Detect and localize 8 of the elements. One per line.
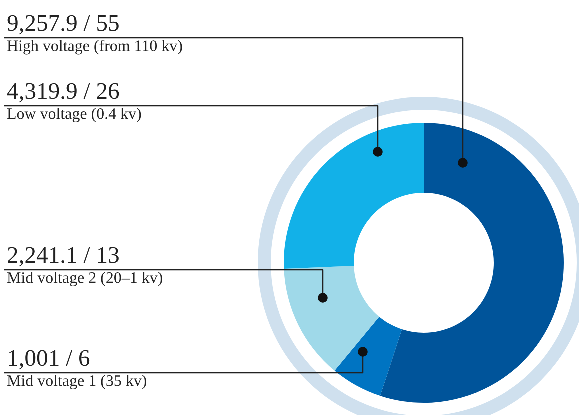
data-label: 1,001 / 6 [9, 350, 90, 370]
data-label: 2,241.1 / 13 [8, 247, 119, 267]
slice-label: Mid voltage 1 (35 kv) [7, 375, 146, 390]
data-label: 4,319.9 / 26 [7, 83, 120, 103]
data-label: 9,257.9 / 55 [8, 15, 119, 35]
slice-label: Low voltage (0.4 kv) [7, 108, 142, 123]
slice-label: Mid voltage 2 (20–1 kv) [7, 272, 162, 287]
slice-label: High voltage (from 110 kv) [7, 40, 182, 55]
